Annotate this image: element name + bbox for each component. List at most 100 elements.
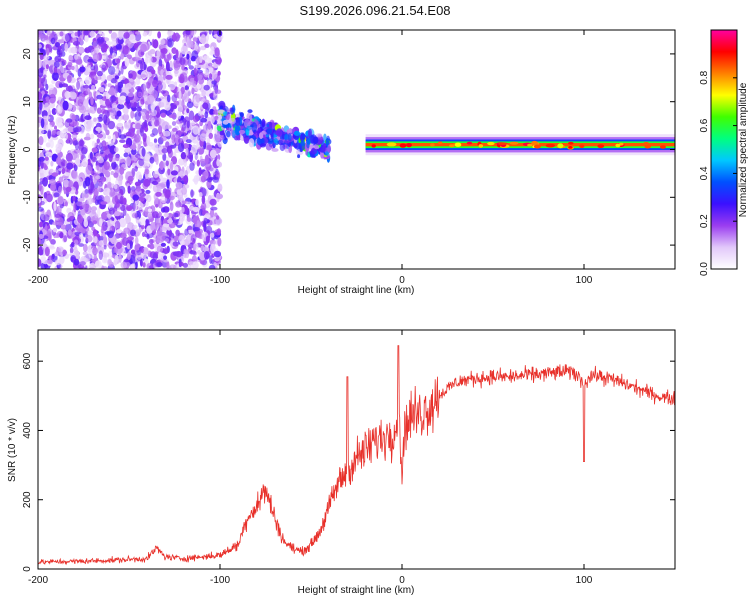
- figure-title: S199.2026.096.21.54.E08: [299, 3, 450, 18]
- spectrogram-cell: [118, 177, 123, 186]
- spectrogram-cell: [138, 158, 145, 167]
- spectrogram-cell: [127, 92, 134, 98]
- spectrogram-cell: [45, 64, 50, 70]
- spectrogram-cell: [139, 192, 146, 197]
- spectrogram-cell: [107, 135, 111, 140]
- spectrogram-cell: [49, 168, 54, 173]
- spectrogram-cell: [168, 125, 172, 129]
- spectrogram-cell: [69, 138, 73, 145]
- spectrogram-cell: [146, 194, 152, 203]
- spectrogram-cell: [43, 55, 50, 60]
- spectrogram-cell: [167, 167, 171, 176]
- spectrogram-cell: [130, 263, 136, 269]
- spectrogram-cell: [78, 93, 85, 103]
- spectrogram-cell: [200, 202, 207, 212]
- spectrogram-cell: [98, 114, 104, 119]
- spectrogram-cell: [206, 144, 213, 150]
- carrier-cell: [430, 143, 435, 147]
- spectrogram-cell: [85, 88, 91, 95]
- spectrogram-cell: [117, 103, 125, 110]
- spectrogram-cell: [116, 110, 122, 117]
- spectrogram-cell: [216, 193, 223, 200]
- spectrogram-cell: [160, 102, 165, 108]
- carrier-cell: [438, 141, 443, 145]
- spectrogram-cell: [160, 242, 166, 247]
- spectrogram-cell: [64, 201, 68, 207]
- spectrogram-cell: [89, 30, 96, 38]
- spectrogram-cell: [41, 90, 45, 96]
- spectrogram-cell: [107, 120, 116, 130]
- spectrogram-cell: [203, 84, 210, 91]
- spectrogram-cell: [119, 217, 127, 228]
- spectrogram-cell: [123, 152, 129, 158]
- spectrogram-cell: [165, 141, 170, 148]
- colorbar-tick-label: 0.6: [699, 118, 710, 132]
- spectrogram-cell: [178, 158, 185, 166]
- spectrogram-cell: [51, 172, 59, 177]
- spectrogram-cell: [73, 239, 79, 245]
- spectrogram-cell: [63, 172, 71, 177]
- spectrogram-cell: [170, 104, 178, 110]
- spectrogram-cell: [127, 41, 133, 49]
- carrier-cell: [568, 146, 573, 149]
- spectrogram-cell: [74, 31, 79, 37]
- spectrogram-cell: [184, 239, 191, 246]
- spectrogram-cell: [192, 125, 200, 135]
- spectrogram-cell: [168, 81, 176, 91]
- spectrogram-cell: [153, 170, 160, 178]
- carrier-cell: [371, 144, 376, 148]
- spectrogram-cell: [77, 30, 81, 37]
- spectrogram-cell: [53, 201, 57, 212]
- spectrogram-cell: [70, 65, 75, 71]
- spectrogram-cell: [89, 151, 93, 160]
- spectrogram-cell: [147, 214, 153, 219]
- snr-ytick-label: 400: [22, 422, 33, 439]
- spectrogram-cell: [190, 144, 198, 155]
- spectrogram-cell: [86, 124, 92, 130]
- spectrogram-cell: [55, 143, 63, 151]
- spectrogram-cell: [126, 243, 130, 250]
- spectrogram-cell: [155, 97, 162, 102]
- spectrogram-cell: [196, 159, 200, 167]
- spectrogram-cell: [38, 145, 42, 150]
- spectrogram-cell: [130, 110, 135, 119]
- spectrogram-cell: [100, 201, 108, 205]
- spectrogram-cell: [122, 30, 129, 33]
- spectrogram-cell: [90, 206, 97, 212]
- spectrogram-cell: [179, 262, 184, 267]
- spectrogram-cell: [39, 101, 43, 111]
- spectrogram-cell: [88, 244, 93, 251]
- spectrogram-cell: [226, 127, 232, 132]
- spectrogram-cell: [38, 59, 43, 68]
- spectrogram-cell: [175, 182, 183, 190]
- spectrogram-cell: [106, 213, 113, 218]
- spectrogram-cell: [217, 183, 223, 192]
- spectrogram-cell: [171, 47, 177, 54]
- spectrogram-cell: [115, 201, 120, 208]
- spectrogram-cell: [91, 156, 97, 163]
- spectrogram-cell: [73, 170, 78, 180]
- spectrogram-cell: [84, 204, 92, 215]
- spectrogram-cell: [43, 134, 47, 143]
- spectrogram-cell: [189, 34, 193, 39]
- spectrogram-cell: [162, 152, 167, 162]
- spectrogram-cell: [140, 224, 145, 230]
- spectrogram-cell: [208, 62, 213, 67]
- spectrogram-cell: [149, 156, 155, 164]
- spectrogram-cell: [142, 211, 148, 217]
- spectrogram-cell: [177, 110, 182, 120]
- spectrogram-cell: [205, 235, 210, 244]
- colorbar-tick-label: 0.0: [699, 262, 710, 276]
- spectrogram-cell: [58, 176, 64, 183]
- spectrogram-cell: [132, 252, 136, 259]
- spectrogram-ytick-label: 10: [22, 96, 33, 108]
- spectrogram-cell: [45, 151, 53, 157]
- spectrogram-cell: [159, 131, 164, 138]
- spectrogram-cell: [136, 129, 140, 136]
- spectrogram-cell: [108, 140, 115, 146]
- spectrogram-cell: [38, 67, 44, 78]
- spectrogram-cell: [99, 218, 103, 227]
- spectrogram-cell: [198, 192, 203, 198]
- spectrogram-cell: [114, 255, 119, 262]
